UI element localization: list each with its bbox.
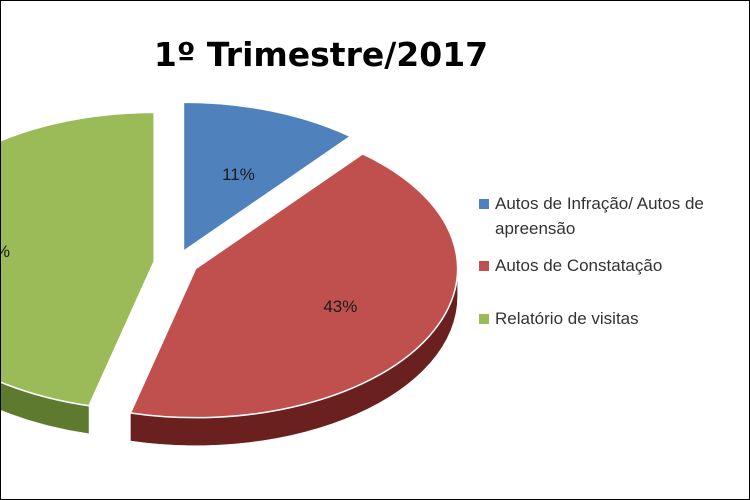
legend: Autos de Infração/ Autos de apreensão Au… <box>479 191 749 331</box>
legend-label-infracao: Autos de Infração/ Autos de apreensão <box>495 194 704 238</box>
pie-label-infracao: 11% <box>222 165 255 184</box>
legend-label-constatacao: Autos de Constatação <box>495 256 663 275</box>
pie-slice-constatacao <box>129 153 459 419</box>
chart-title: 1º Trimestre/2017 <box>153 35 489 74</box>
pie-label-constatacao: 43% <box>323 297 357 316</box>
legend-item-visitas: Relatório de visitas <box>479 306 749 331</box>
legend-swatch-visitas <box>479 314 489 324</box>
pie-label-visitas: 46% <box>1 242 10 261</box>
pie-slice-visitas <box>1 111 155 407</box>
legend-label-visitas: Relatório de visitas <box>495 309 639 328</box>
legend-item-infracao: Autos de Infração/ Autos de apreensão <box>479 191 749 241</box>
legend-item-constatacao: Autos de Constatação <box>479 253 749 278</box>
legend-swatch-infracao <box>479 199 489 209</box>
legend-swatch-constatacao <box>479 261 489 271</box>
pie-slice-side-visitas <box>1 381 90 435</box>
pie-slice-infracao <box>182 101 352 253</box>
